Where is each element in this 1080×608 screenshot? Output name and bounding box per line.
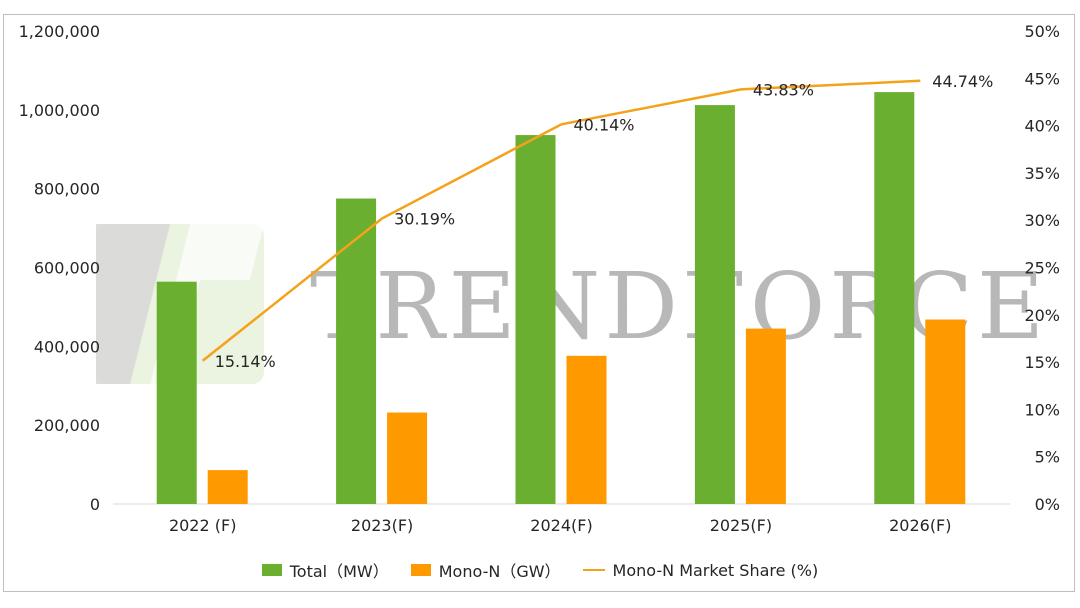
y2-tick-label: 0% [1035, 495, 1060, 514]
y2-tick-label: 5% [1035, 448, 1060, 467]
y-tick-label: 600,000 [34, 259, 100, 278]
y2-tick-label: 35% [1024, 164, 1060, 183]
y2-tick-label: 15% [1024, 353, 1060, 372]
bar-total [874, 92, 915, 505]
x-tick-label: 2024(F) [530, 516, 592, 535]
bar-total [156, 281, 197, 504]
bar-mono-n [566, 355, 607, 504]
y-tick-label: 400,000 [34, 337, 100, 356]
legend-item-market-share: Mono-N Market Share (%) [582, 558, 819, 582]
y2-tick-label: 45% [1024, 69, 1060, 88]
data-label-market-share: 43.83% [753, 80, 814, 99]
bar-mono-n [387, 412, 428, 504]
bar-total [515, 135, 556, 504]
bar-total [336, 198, 377, 505]
legend-line-swatch [582, 569, 605, 571]
legend-label: Total（MW） [289, 562, 389, 581]
watermark-text: TRENDFORCE [310, 253, 1048, 360]
y2-tick-label: 20% [1024, 306, 1060, 325]
legend-item-mono-n: Mono-N（GW） [410, 558, 561, 582]
data-label-market-share: 44.74% [932, 72, 993, 91]
x-tick-label: 2026(F) [889, 516, 951, 535]
data-label-market-share: 15.14% [215, 352, 276, 371]
legend-label: Mono-N Market Share (%) [612, 560, 819, 580]
y2-tick-label: 25% [1024, 259, 1060, 278]
chart-border [3, 14, 1075, 592]
y-tick-label: 800,000 [34, 180, 100, 199]
legend-label: Mono-N（GW） [438, 562, 561, 581]
legend-item-total: Total（MW） [261, 558, 389, 582]
bar-mono-n [745, 328, 786, 504]
y2-tick-label: 40% [1024, 117, 1060, 136]
bar-mono-n [925, 319, 966, 504]
data-label-market-share: 30.19% [394, 209, 455, 228]
y-tick-label: 200,000 [34, 416, 100, 435]
y-tick-label: 0 [90, 495, 100, 514]
x-tick-label: 2022 (F) [169, 516, 237, 535]
legend: Total（MW） Mono-N（GW） Mono-N Market Share… [0, 558, 1080, 582]
trendforce-watermark: TRENDFORCE [96, 224, 1048, 384]
bar-total [694, 105, 735, 504]
y2-tick-label: 30% [1024, 211, 1060, 230]
x-tick-label: 2025(F) [710, 516, 772, 535]
x-tick-label: 2023(F) [351, 516, 413, 535]
y-tick-label: 1,200,000 [19, 22, 100, 41]
y2-tick-label: 50% [1024, 22, 1060, 41]
data-label-market-share: 40.14% [574, 115, 635, 134]
bar-mono-n [207, 470, 248, 504]
legend-swatch-orange [410, 564, 431, 576]
y2-tick-label: 10% [1024, 400, 1060, 419]
legend-swatch-green [261, 564, 282, 576]
y-tick-label: 1,000,000 [19, 101, 100, 120]
